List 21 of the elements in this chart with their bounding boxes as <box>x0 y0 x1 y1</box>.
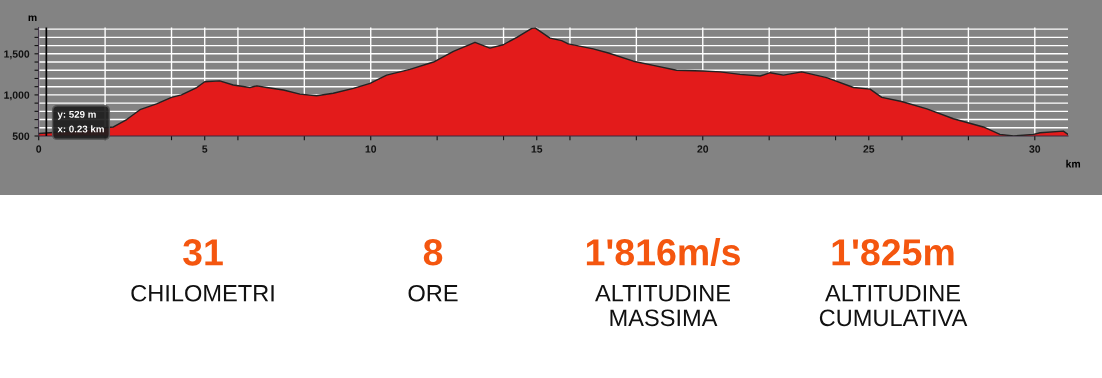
y-tick-label: 1,500 <box>4 50 30 60</box>
x-axis-title: km <box>1066 159 1081 168</box>
y-axis-title: m <box>28 15 37 21</box>
category-label: ORE <box>408 284 458 302</box>
text: 31 <box>183 239 223 266</box>
x-tick-label: 30 <box>1029 145 1041 153</box>
category-label: ALTITUDINE CUMULATIVA <box>819 285 968 327</box>
annotation: y: 529 m x: 0.23 km <box>57 110 104 133</box>
text: 1'825m <box>832 239 954 266</box>
x-tick-label: 20 <box>697 145 709 153</box>
category-label: ALTITUDINE MASSIMA <box>595 285 730 327</box>
x-tick-label: 5 <box>202 145 208 153</box>
text: 8 <box>423 239 443 266</box>
y-tick-label: 500 <box>12 132 30 140</box>
y-tick-label: 1,000 <box>4 91 30 101</box>
text: 1'816m/s <box>586 238 740 266</box>
x-tick-label: 0 <box>36 145 42 153</box>
category-label: CHILOMETRI <box>131 284 274 302</box>
x-tick-label: 25 <box>863 145 875 153</box>
x-tick-label: 10 <box>365 145 377 153</box>
x-tick-label: 15 <box>531 145 543 153</box>
